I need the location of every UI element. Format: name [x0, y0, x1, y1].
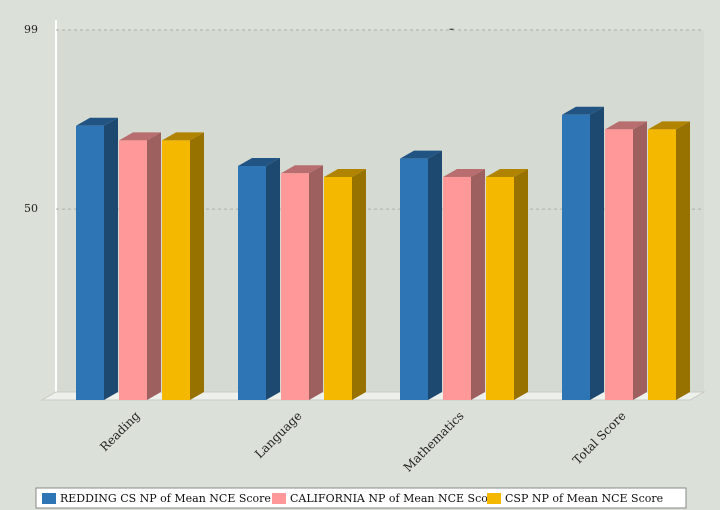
bar	[605, 129, 633, 401]
bar	[562, 114, 590, 401]
bar	[648, 129, 676, 401]
bar	[238, 165, 266, 400]
bar-top	[76, 117, 118, 126]
floor	[40, 391, 706, 401]
legend-label: REDDING CS NP of Mean NCE Score	[60, 492, 271, 505]
bar	[281, 173, 309, 400]
bar-top	[281, 165, 323, 174]
bar	[162, 140, 190, 400]
bar-side	[309, 165, 323, 400]
bar	[400, 158, 428, 400]
bar-side	[147, 132, 161, 400]
legend-swatch	[487, 493, 501, 504]
bar	[443, 176, 471, 400]
bar-side	[104, 117, 118, 401]
bar-top	[119, 132, 161, 141]
bar-top	[400, 150, 442, 159]
bar-side	[590, 106, 604, 401]
bar-side	[676, 121, 690, 401]
bar-side	[471, 168, 485, 400]
bar-side	[633, 121, 647, 401]
bar-top	[648, 121, 690, 130]
bar	[324, 176, 352, 400]
bar-top	[162, 132, 204, 141]
legend-label: CALIFORNIA NP of Mean NCE Score	[290, 492, 500, 505]
legend-swatch	[42, 493, 56, 504]
bar-top	[324, 168, 366, 177]
bar-side	[352, 168, 366, 400]
legend-label: CSP NP of Mean NCE Score	[505, 492, 663, 505]
bar	[76, 125, 104, 401]
bar-top	[443, 168, 485, 177]
y-tick-label: 99	[24, 23, 38, 36]
bar	[486, 176, 514, 400]
back-wall	[56, 30, 704, 392]
bar-top	[605, 121, 647, 130]
bar-top	[238, 157, 280, 166]
bar-side	[190, 132, 204, 400]
bar-side	[514, 168, 528, 400]
bar-top	[486, 168, 528, 177]
bar	[119, 140, 147, 400]
y-tick-label: 50	[24, 202, 38, 215]
bar-side	[266, 157, 280, 400]
legend	[35, 487, 687, 509]
plot-area	[40, 20, 706, 401]
legend-swatch	[272, 493, 286, 504]
bar-side	[428, 150, 442, 400]
bar-top	[562, 106, 604, 115]
